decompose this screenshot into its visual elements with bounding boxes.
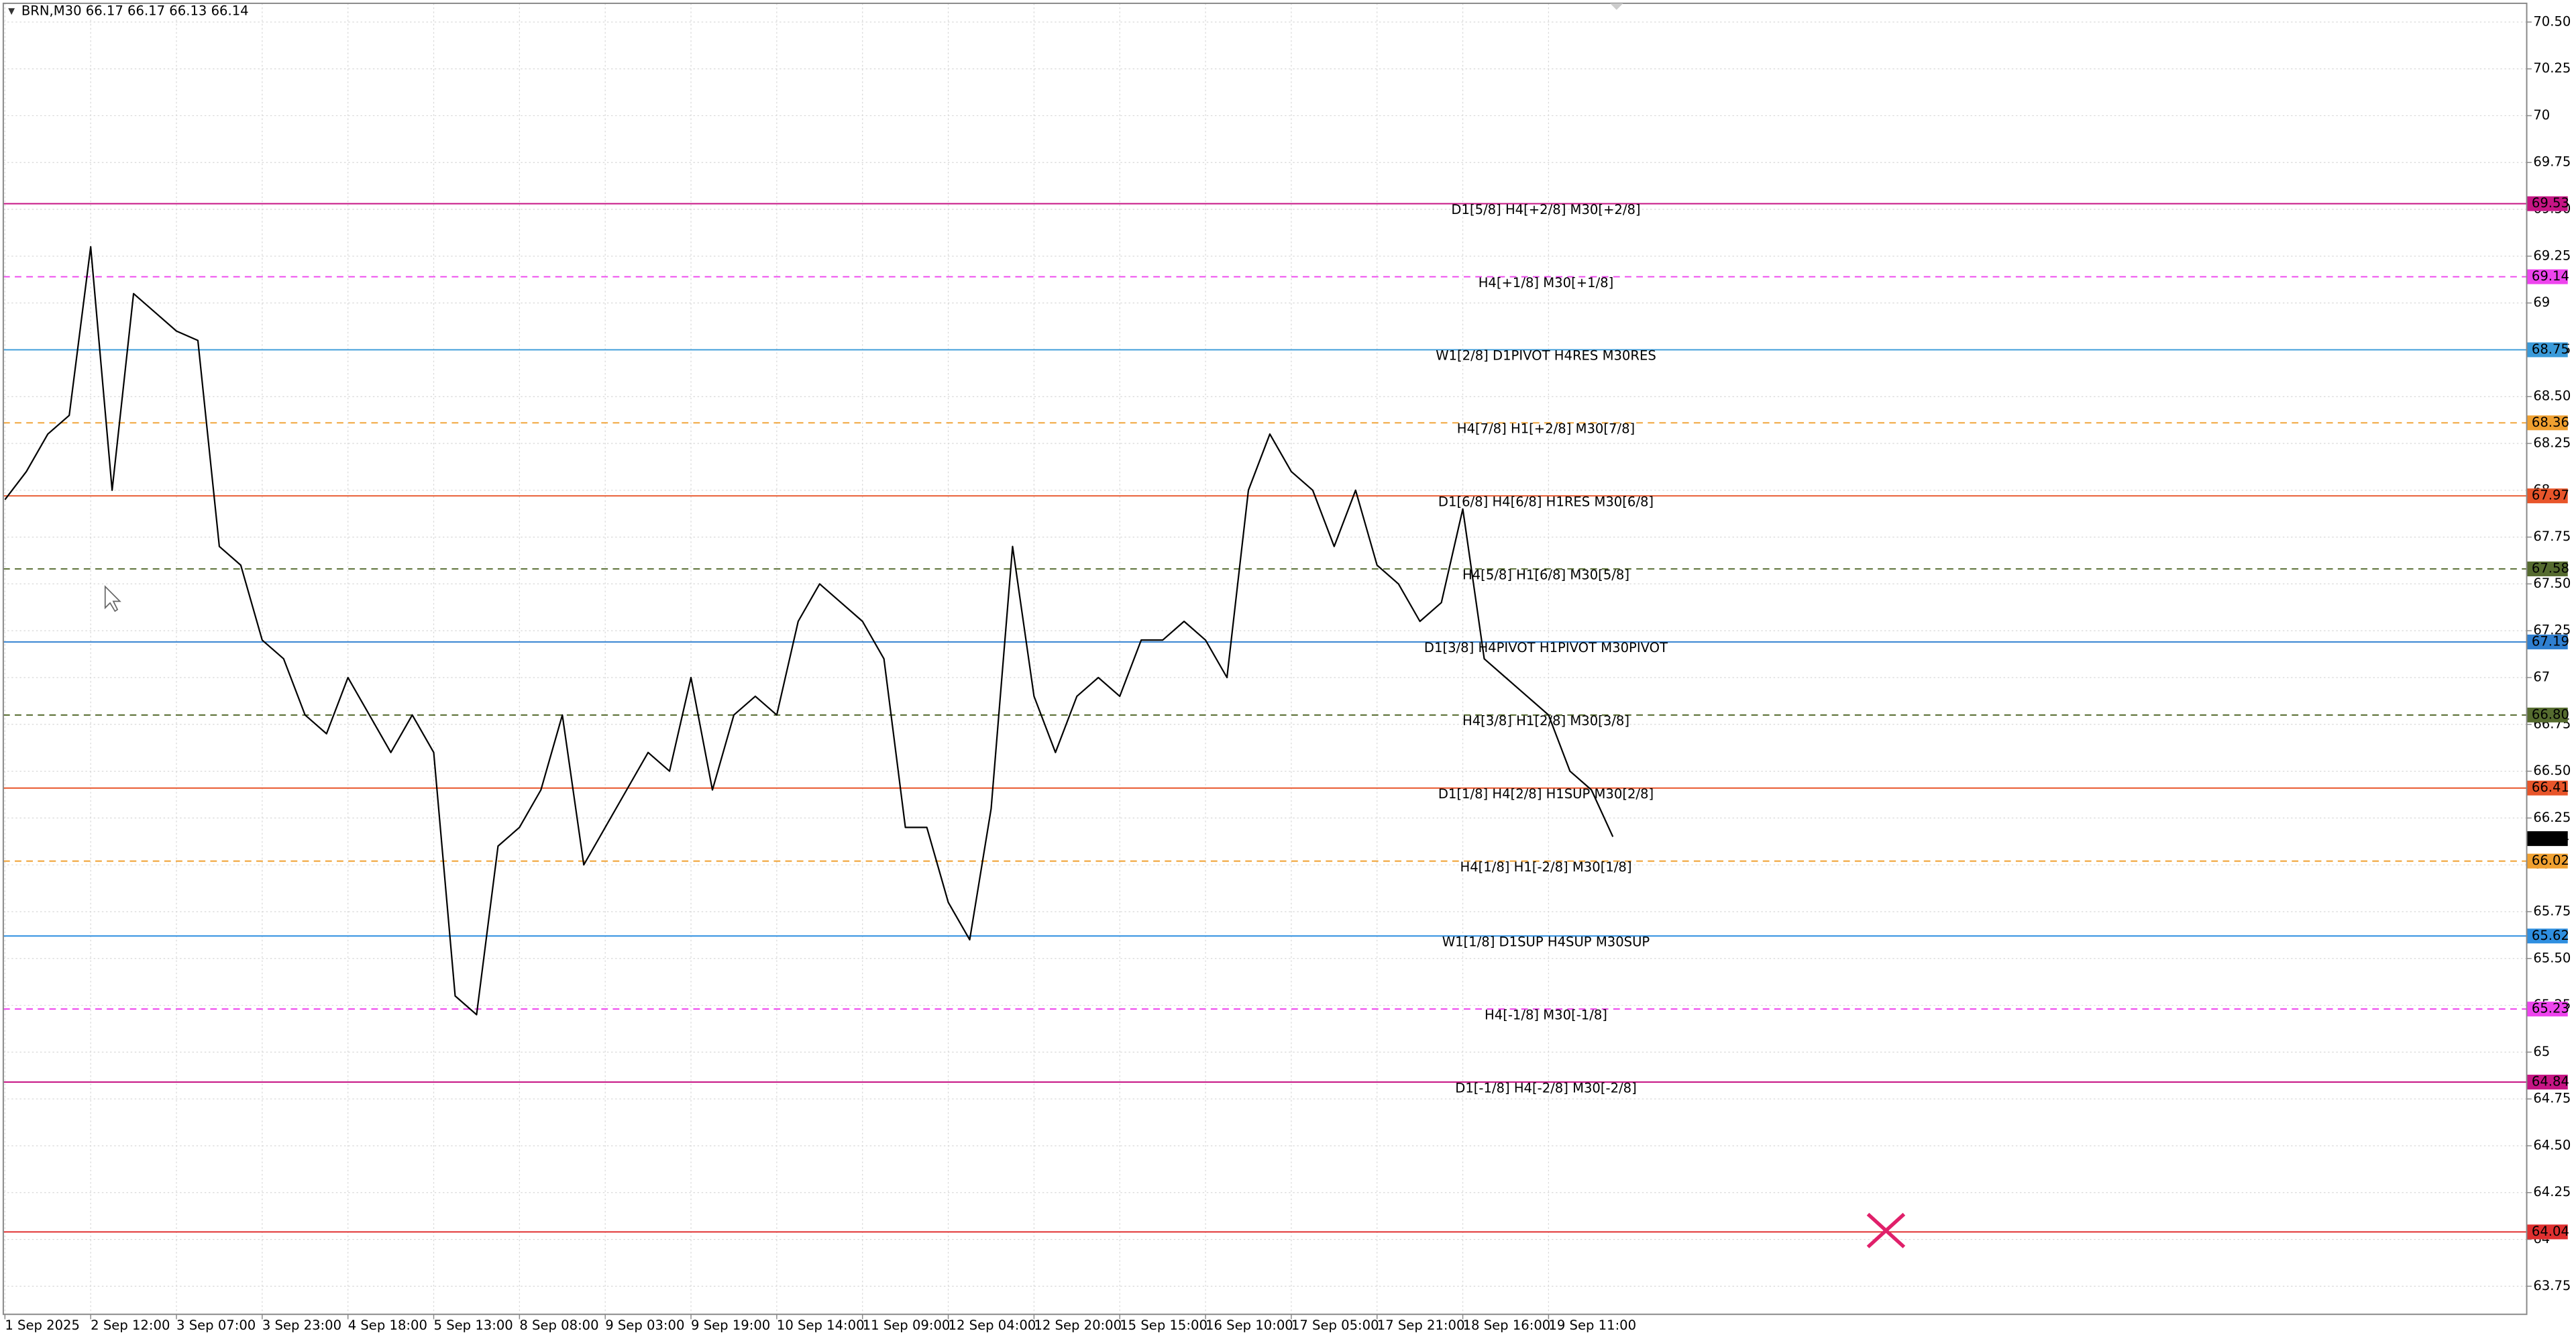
level-price-label: 67.58 xyxy=(2532,561,2569,576)
x-tick-label: 1 Sep 2025 xyxy=(5,1318,80,1333)
level-price-label: 68.75 xyxy=(2532,341,2569,357)
x-tick-label: 11 Sep 09:00 xyxy=(863,1318,951,1333)
level-name: W1[1/8] D1SUP H4SUP M30SUP xyxy=(1442,934,1650,950)
y-tick-label: 70.50 xyxy=(2533,13,2571,29)
y-tick-label: 69.75 xyxy=(2533,154,2571,170)
mouse-cursor xyxy=(104,585,121,612)
x-tick-label: 9 Sep 03:00 xyxy=(605,1318,684,1333)
x-tick-label: 5 Sep 13:00 xyxy=(434,1318,513,1333)
level-price-tag xyxy=(2526,342,2568,358)
level-name: H4[3/8] H1[2/8] M30[3/8] xyxy=(1462,713,1629,729)
level-price-label: 69.53 xyxy=(2532,195,2569,211)
level-price-tag xyxy=(2526,634,2568,649)
x-tick-label: 17 Sep 05:00 xyxy=(1291,1318,1379,1333)
y-tick-label: 64.50 xyxy=(2533,1137,2571,1153)
y-tick-label: 67.25 xyxy=(2533,623,2571,638)
price-line xyxy=(4,246,1614,1016)
x-tick-label: 3 Sep 23:00 xyxy=(262,1318,341,1333)
level-name: D1[3/8] H4PIVOT H1PIVOT M30PIVOT xyxy=(1424,640,1668,655)
x-tick-label: 9 Sep 19:00 xyxy=(691,1318,770,1333)
labels: 63.756464.2564.5064.756565.2565.5065.756… xyxy=(5,13,2571,1333)
level-price-tag xyxy=(2526,1002,2568,1017)
levels xyxy=(3,203,2527,1233)
x-tick-label: 15 Sep 15:00 xyxy=(1120,1318,1208,1333)
x-tick-label: 3 Sep 07:00 xyxy=(176,1318,256,1333)
level-price-label: 65.62 xyxy=(2532,928,2569,943)
y-tick-label: 70 xyxy=(2533,107,2550,123)
level-price-label: 65.23 xyxy=(2532,1001,2569,1016)
last-price-tag xyxy=(2526,831,2568,847)
x-tick-label: 12 Sep 04:00 xyxy=(949,1318,1036,1333)
y-tick-label: 67.50 xyxy=(2533,576,2571,591)
level-name: W1[2/8] D1PIVOT H4RES M30RES xyxy=(1436,348,1656,364)
grid xyxy=(3,3,2532,1320)
level-price-label: 64.84 xyxy=(2532,1074,2569,1089)
y-tick-label: 66.25 xyxy=(2533,810,2571,825)
y-tick-label: 67 xyxy=(2533,670,2550,685)
y-tick-label: 65.50 xyxy=(2533,950,2571,965)
level-price-label: 67.19 xyxy=(2532,633,2569,649)
y-tick-label: 70.25 xyxy=(2533,60,2571,76)
y-tick-label: 65 xyxy=(2533,1044,2550,1059)
level-price-tag xyxy=(2526,780,2568,796)
x-tick-label: 17 Sep 21:00 xyxy=(1377,1318,1465,1333)
y-tick-label: 65.75 xyxy=(2533,903,2571,918)
level-price-label: 64.04 xyxy=(2532,1224,2569,1239)
level-price-tag xyxy=(2526,1224,2568,1240)
y-tick-label: 66.50 xyxy=(2533,763,2571,778)
y-tick-label: 68.25 xyxy=(2533,435,2571,451)
level-name: H4[-1/8] M30[-1/8] xyxy=(1485,1007,1607,1022)
level-price-label: 66.02 xyxy=(2532,853,2569,868)
y-tick-label: 63.75 xyxy=(2533,1278,2571,1293)
level-price-tag xyxy=(2526,561,2568,577)
x-tick-label: 2 Sep 12:00 xyxy=(91,1318,170,1333)
y-tick-label: 68.50 xyxy=(2533,388,2571,404)
level-price-tag xyxy=(2526,1075,2568,1090)
shift-marker xyxy=(1610,3,1623,10)
level-price-tag xyxy=(2526,196,2568,211)
level-price-tag xyxy=(2526,269,2568,284)
level-name: D1[5/8] H4[+2/8] M30[+2/8] xyxy=(1451,202,1640,217)
chart-title: BRN,M30 66.17 66.17 66.13 66.14 xyxy=(21,3,249,19)
level-name: H4[1/8] H1[-2/8] M30[1/8] xyxy=(1460,859,1631,875)
y-tick-label: 67.75 xyxy=(2533,529,2571,544)
y-tick-label: 69 xyxy=(2533,294,2550,310)
x-tick-label: 19 Sep 11:00 xyxy=(1548,1318,1636,1333)
x-tick-label: 10 Sep 14:00 xyxy=(777,1318,865,1333)
x-tick-label: 8 Sep 08:00 xyxy=(519,1318,598,1333)
level-name: H4[+1/8] M30[+1/8] xyxy=(1479,275,1614,290)
level-price-tag xyxy=(2526,928,2568,944)
delete-marker[interactable] xyxy=(1866,1212,1906,1248)
level-price-tag xyxy=(2526,707,2568,722)
y-tick-label: 64.75 xyxy=(2533,1091,2571,1106)
level-price-tag xyxy=(2526,415,2568,431)
y-tick-label: 64.25 xyxy=(2533,1184,2571,1199)
y-tick-label: 69.25 xyxy=(2533,248,2571,263)
plot-frame xyxy=(2,2,2528,1316)
x-tick-label: 4 Sep 18:00 xyxy=(348,1318,427,1333)
level-name: H4[7/8] H1[+2/8] M30[7/8] xyxy=(1457,421,1635,437)
level-price-label: 66.80 xyxy=(2532,706,2569,722)
level-price-tag xyxy=(2526,853,2568,869)
level-price-label: 68.36 xyxy=(2532,415,2569,430)
level-price-label: 66.41 xyxy=(2532,780,2569,795)
x-tick-label: 12 Sep 20:00 xyxy=(1034,1318,1122,1333)
level-price-label: 69.14 xyxy=(2532,268,2569,284)
level-name: D1[6/8] H4[6/8] H1RES M30[6/8] xyxy=(1438,494,1654,509)
x-tick-label: 16 Sep 10:00 xyxy=(1205,1318,1293,1333)
price-line xyxy=(4,246,1614,1016)
last-price-label: 66.14 xyxy=(2532,831,2569,846)
level-name: H4[5/8] H1[6/8] M30[5/8] xyxy=(1462,567,1629,582)
level-name: D1[1/8] H4[2/8] H1SUP M30[2/8] xyxy=(1438,786,1654,802)
x-tick-label: 18 Sep 16:00 xyxy=(1463,1318,1551,1333)
level-name: D1[-1/8] H4[-2/8] M30[-2/8] xyxy=(1455,1080,1637,1095)
level-price-label: 67.97 xyxy=(2532,488,2569,503)
level-price-tag xyxy=(2526,488,2568,504)
menu-arrow xyxy=(8,8,15,15)
